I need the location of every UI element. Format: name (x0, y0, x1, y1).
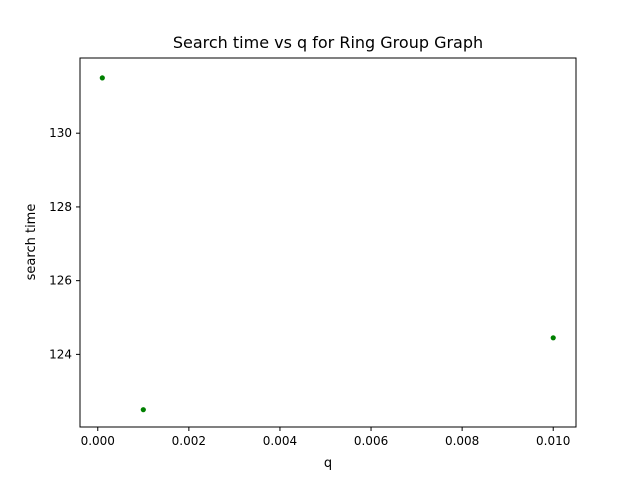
y-axis-label: search time (24, 204, 39, 281)
y-tick-label: 124 (49, 347, 72, 361)
y-tick-label: 130 (49, 126, 72, 140)
y-tick-label: 128 (49, 200, 72, 214)
x-tick-label: 0.010 (536, 434, 570, 448)
x-tick-label: 0.008 (445, 434, 479, 448)
data-point (140, 407, 146, 413)
y-tick-label: 126 (49, 274, 72, 288)
data-point (99, 75, 105, 81)
plot-frame (79, 57, 577, 428)
x-tick-label: 0.000 (81, 434, 115, 448)
plot-area: 0.000 0.002 0.004 0.006 0.008 0.010 124 126 128 1… (49, 57, 577, 448)
x-tick-label: 0.006 (354, 434, 388, 448)
data-point (550, 335, 556, 341)
x-tick-label: 0.004 (263, 434, 297, 448)
x-axis-label: q (324, 456, 332, 471)
x-tick-label: 0.002 (172, 434, 206, 448)
chart-title: Search time vs q for Ring Group Graph (173, 33, 483, 52)
